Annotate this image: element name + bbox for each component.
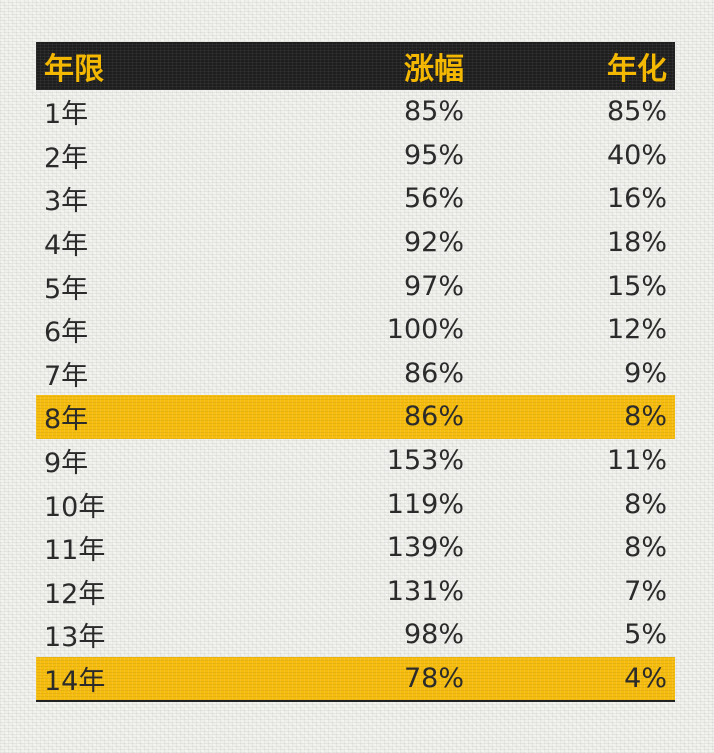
table-header-row: 年限 涨幅 年化	[36, 42, 675, 90]
cell-years: 1年	[44, 99, 89, 131]
cell-annualized: 9%	[624, 357, 667, 389]
cell-gain: 97%	[403, 270, 464, 302]
cell-years: 13年	[44, 622, 106, 654]
table-row: 13年 98% 5%	[36, 613, 675, 657]
cell-years: 11年	[44, 535, 106, 567]
table-row-highlighted: 14年 78% 4%	[36, 656, 675, 701]
table-row: 4年 92% 18%	[36, 221, 675, 265]
cell-gain: 86%	[403, 401, 464, 433]
header-cell-annualized: 年化	[607, 52, 667, 87]
cell-annualized: 40%	[606, 139, 667, 171]
cell-years: 7年	[44, 360, 89, 392]
cell-gain: 98%	[403, 619, 464, 651]
cell-years: 14年	[44, 666, 106, 698]
cell-annualized: 8%	[624, 401, 667, 433]
cell-gain: 119%	[386, 488, 464, 520]
table-row: 11年 139% 8%	[36, 526, 675, 570]
cell-years: 10年	[44, 491, 106, 523]
cell-years: 4年	[44, 230, 89, 262]
cell-gain: 95%	[403, 139, 464, 171]
cell-years: 2年	[44, 142, 89, 174]
cell-annualized: 8%	[624, 532, 667, 564]
cell-gain: 139%	[386, 532, 464, 564]
cell-gain: 92%	[403, 227, 464, 259]
cell-gain: 131%	[386, 575, 464, 607]
table-row: 7年 86% 9%	[36, 352, 675, 396]
cell-annualized: 8%	[624, 488, 667, 520]
cell-gain: 78%	[403, 663, 464, 695]
table-row: 12年 131% 7%	[36, 570, 675, 614]
header-cell-gain: 涨幅	[404, 52, 464, 87]
table-row: 5年 97% 15%	[36, 264, 675, 308]
cell-gain: 86%	[403, 357, 464, 389]
cell-annualized: 15%	[606, 270, 667, 302]
cell-gain: 153%	[386, 445, 464, 477]
table-row: 3年 56% 16%	[36, 177, 675, 221]
cell-annualized: 11%	[606, 445, 667, 477]
cell-annualized: 12%	[606, 314, 667, 346]
cell-annualized: 5%	[624, 619, 667, 651]
table-row: 10年 119% 8%	[36, 482, 675, 526]
cell-years: 3年	[44, 186, 89, 218]
table-row-highlighted: 8年 86% 8%	[36, 395, 675, 439]
cell-annualized: 7%	[624, 575, 667, 607]
cell-years: 9年	[44, 448, 89, 480]
table-row: 6年 100% 12%	[36, 308, 675, 352]
cell-years: 6年	[44, 317, 89, 349]
header-cell-years: 年限	[44, 52, 104, 87]
cell-years: 8年	[44, 404, 89, 436]
cell-gain: 56%	[403, 183, 464, 215]
cell-annualized: 18%	[606, 227, 667, 259]
cell-annualized: 4%	[624, 663, 667, 695]
cell-annualized: 16%	[606, 183, 667, 215]
cell-years: 5年	[44, 273, 89, 305]
cell-gain: 85%	[403, 96, 464, 128]
cell-annualized: 85%	[606, 96, 667, 128]
table-row: 2年 95% 40%	[36, 134, 675, 178]
cell-years: 12年	[44, 578, 106, 610]
cell-gain: 100%	[386, 314, 464, 346]
table-row: 1年 85% 85%	[36, 90, 675, 134]
returns-table: 年限 涨幅 年化 1年 85% 85% 2年 95% 40% 3年 56% 16…	[36, 42, 675, 703]
table-row: 9年 153% 11%	[36, 439, 675, 483]
